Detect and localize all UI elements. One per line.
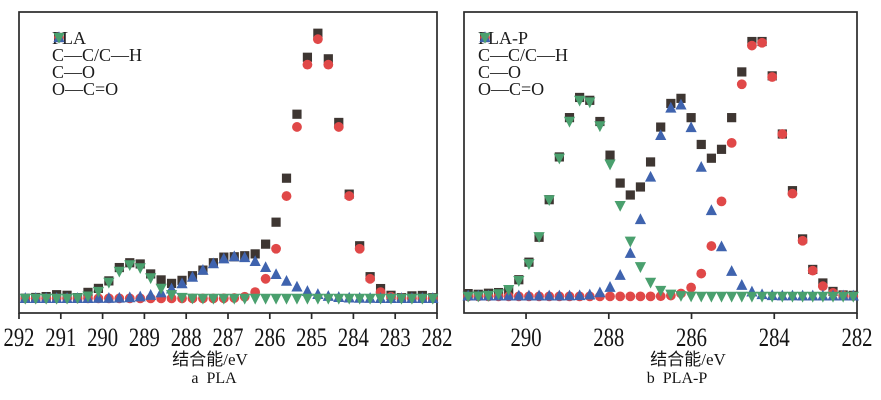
x-axis-title-a: 结合能/eV	[172, 350, 248, 369]
legend-item-b-3: O—C=O	[478, 32, 568, 99]
triangle-down-legend-marker-icon	[53, 32, 65, 44]
x-axis-ticks-a	[18, 313, 438, 319]
svg-text:284: 284	[338, 323, 369, 352]
legend-label: O—C=O	[478, 78, 545, 99]
svg-text:287: 287	[213, 323, 244, 352]
legend-item-a-2: C—O	[52, 31, 142, 82]
legend-label: C—O	[52, 61, 96, 82]
triangle-down-legend-marker-icon	[479, 32, 491, 44]
svg-text:290: 290	[87, 323, 118, 352]
svg-text:285: 285	[296, 323, 327, 352]
series-a-2-triangle-up	[19, 250, 439, 303]
panel-caption-a: a PLA	[191, 370, 237, 387]
legend-label: C—O	[478, 61, 522, 82]
x-axis-tick-labels-b: 290 288 286 284 282	[511, 323, 873, 352]
legend-label: C—C/C—H	[478, 45, 569, 66]
legend-item-a-3: O—C=O	[52, 32, 142, 99]
legend-panel-b: PLA-P C—C/C—H C—O O—C=O	[478, 28, 569, 99]
svg-text:289: 289	[129, 323, 160, 352]
svg-text:291: 291	[45, 323, 76, 352]
svg-text:283: 283	[380, 323, 411, 352]
svg-text:288: 288	[171, 323, 202, 352]
svg-text:286: 286	[254, 323, 285, 352]
svg-text:288: 288	[593, 323, 624, 352]
x-axis-title-b: 结合能/eV	[650, 350, 726, 369]
svg-text:290: 290	[511, 323, 542, 352]
legend-label: C—C/C—H	[52, 45, 143, 66]
panel-caption-b: b PLA-P	[646, 370, 708, 387]
legend-panel-a: PLA C—C/C—H C—O O—C=O	[52, 29, 143, 99]
series-a-3-triangle-down	[19, 260, 439, 305]
svg-text:292: 292	[4, 323, 35, 352]
svg-text:284: 284	[759, 323, 790, 352]
legend-label: O—C=O	[52, 78, 119, 99]
legend-label: PLA-P	[478, 28, 529, 49]
legend-item-b-2: C—O	[478, 31, 568, 82]
svg-text:282: 282	[842, 323, 873, 352]
series-b-3-triangle-down	[462, 95, 859, 303]
plot-border-b	[463, 11, 858, 314]
x-axis-ticks-b	[525, 313, 858, 319]
svg-text:286: 286	[676, 323, 707, 352]
svg-text:282: 282	[422, 323, 453, 352]
x-axis-tick-labels-a: 292 291 290 289 288 287 286 285 284 283 282	[4, 323, 453, 352]
